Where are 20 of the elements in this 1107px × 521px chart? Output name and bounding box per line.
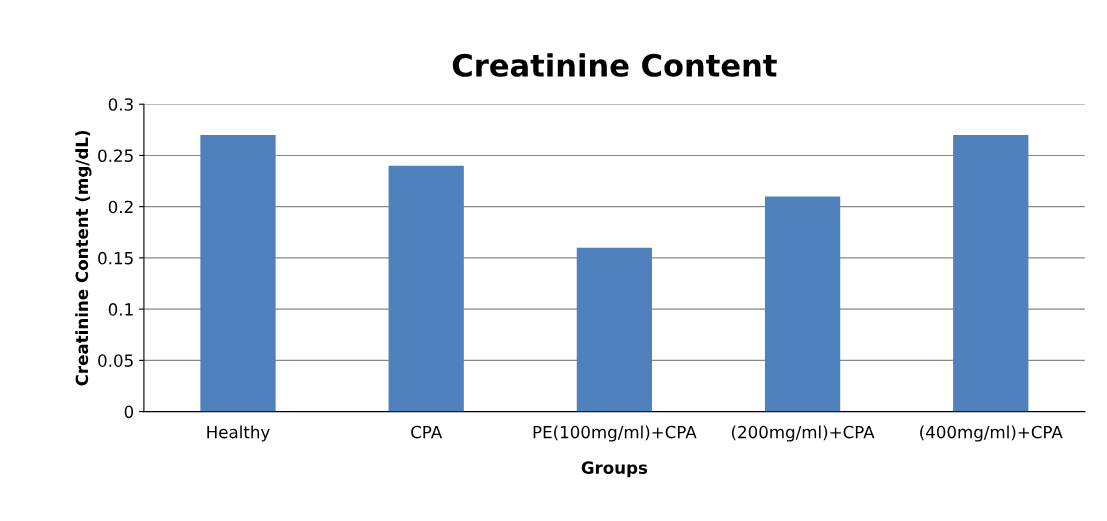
y-tick-label: 0 [124,405,134,419]
x-axis-title: Groups [581,461,648,478]
y-tick-label: 0.3 [108,98,133,111]
bar [953,134,1029,412]
y-tick-label: 0.25 [98,149,133,162]
bar [200,134,276,412]
y-tick-label: 0.1 [108,303,133,316]
x-tick-label: PE(100mg/ml)+CPA [533,425,697,442]
bar [576,247,653,412]
y-tick-label: 0.2 [108,200,133,214]
bar [388,165,464,412]
x-tick-label: CPA [411,425,443,439]
x-tick-label: (200mg/ml)+CPA [731,425,875,442]
y-axis-title: Creatinine Content (mg/dL) [75,130,92,386]
x-tick-label: (400mg/ml)+CPA [920,425,1063,442]
chart-title: Creatinine Content [452,53,777,77]
x-tick-label: Healthy [207,425,270,442]
bar [764,196,841,412]
y-tick-label: 0.05 [98,354,133,367]
y-tick-label: 0.15 [98,251,133,265]
